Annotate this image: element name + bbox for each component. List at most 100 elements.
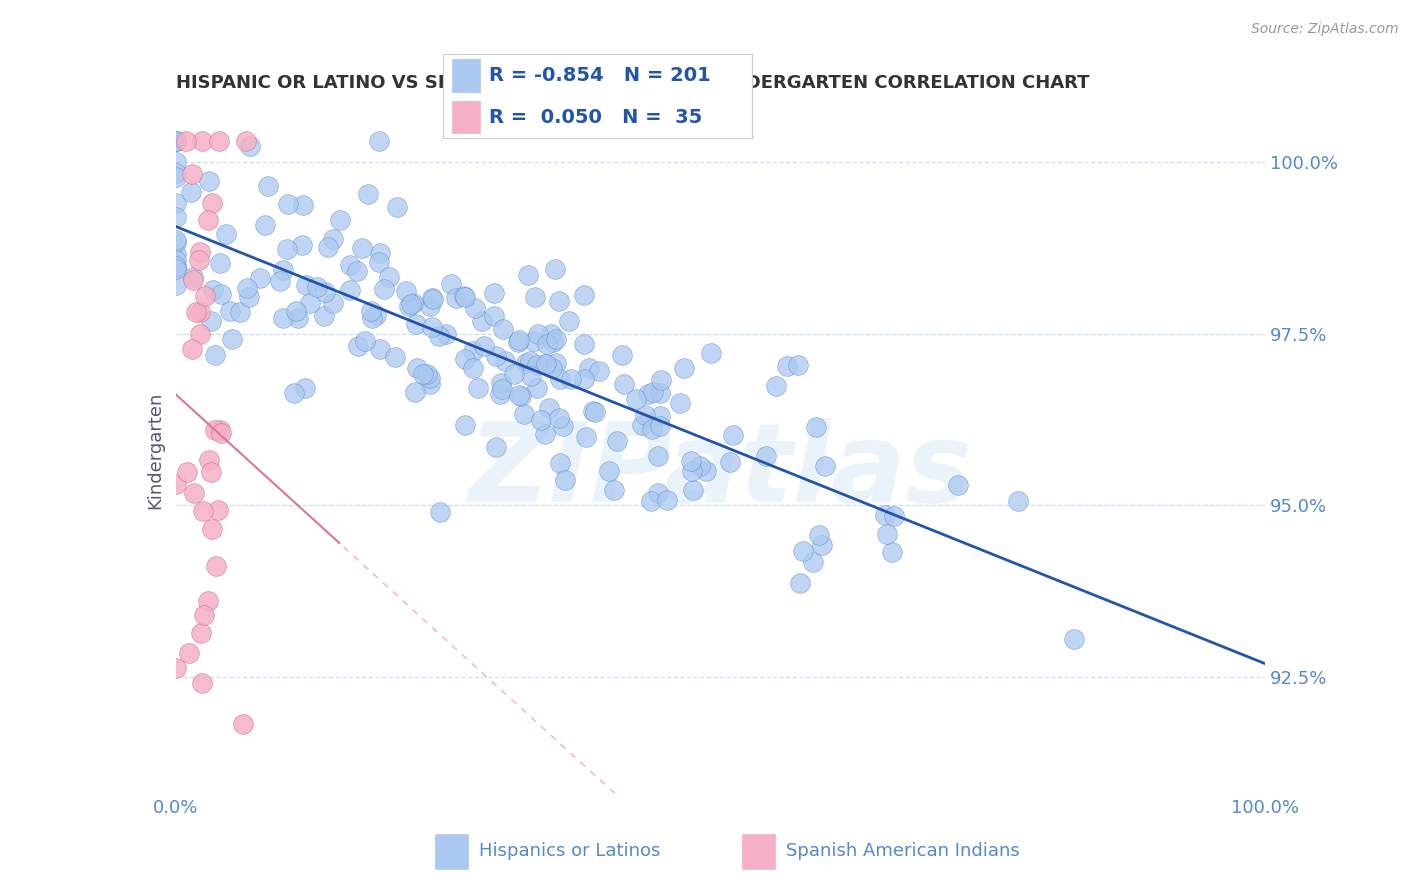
Point bbox=[546, 332, 568, 346]
Point bbox=[467, 381, 489, 395]
Point bbox=[640, 493, 662, 508]
Point bbox=[190, 135, 212, 149]
Point bbox=[312, 310, 335, 324]
Bar bbox=[453, 101, 479, 133]
Point bbox=[508, 387, 530, 401]
Point bbox=[669, 396, 692, 410]
Text: Spanish American Indians: Spanish American Indians bbox=[786, 842, 1019, 861]
Point bbox=[648, 385, 671, 400]
Point bbox=[229, 305, 252, 319]
Point bbox=[548, 372, 571, 386]
Point bbox=[538, 401, 561, 415]
Point bbox=[201, 283, 224, 297]
Point bbox=[461, 343, 484, 358]
Point bbox=[271, 311, 294, 326]
Point bbox=[165, 135, 187, 149]
Point bbox=[578, 360, 600, 375]
Point bbox=[378, 270, 401, 285]
Point bbox=[453, 289, 475, 303]
Point bbox=[801, 555, 824, 569]
Point bbox=[299, 295, 322, 310]
Point bbox=[235, 135, 257, 149]
Point bbox=[209, 426, 232, 441]
Point bbox=[547, 411, 569, 425]
Point bbox=[541, 334, 564, 349]
Point bbox=[650, 373, 672, 387]
Point bbox=[165, 259, 187, 273]
Point bbox=[346, 264, 368, 278]
Point bbox=[444, 291, 467, 305]
Point bbox=[197, 453, 219, 467]
Point bbox=[370, 342, 392, 356]
Point bbox=[373, 282, 395, 296]
Point bbox=[271, 263, 294, 277]
Point bbox=[316, 240, 339, 254]
Point bbox=[1007, 494, 1029, 508]
Point bbox=[637, 387, 659, 401]
Point bbox=[193, 504, 215, 518]
Point bbox=[188, 327, 211, 342]
Point bbox=[472, 338, 495, 352]
Point bbox=[165, 135, 187, 149]
Point bbox=[440, 277, 463, 291]
Point bbox=[883, 508, 905, 523]
Point bbox=[412, 368, 434, 382]
Point bbox=[606, 434, 628, 449]
Point bbox=[405, 318, 427, 332]
Point bbox=[648, 419, 671, 434]
Point bbox=[689, 459, 711, 474]
Point bbox=[641, 422, 664, 436]
Point bbox=[404, 385, 426, 400]
Point bbox=[232, 716, 254, 731]
Point bbox=[352, 241, 374, 255]
Point bbox=[200, 314, 222, 328]
Point bbox=[165, 233, 187, 247]
Point bbox=[613, 377, 636, 392]
Point bbox=[510, 389, 533, 403]
Point bbox=[188, 304, 211, 318]
Point bbox=[572, 336, 595, 351]
Point bbox=[482, 286, 505, 301]
Point bbox=[165, 211, 187, 225]
Bar bbox=[436, 834, 468, 869]
Point bbox=[395, 285, 418, 299]
Point bbox=[384, 350, 406, 364]
Point bbox=[305, 279, 328, 293]
Point bbox=[610, 348, 633, 362]
Point bbox=[647, 449, 669, 463]
Point bbox=[630, 418, 652, 433]
Point bbox=[420, 291, 443, 305]
Point bbox=[491, 382, 513, 396]
Point bbox=[165, 235, 187, 249]
Point bbox=[292, 198, 315, 212]
Point bbox=[180, 342, 202, 356]
Point bbox=[180, 167, 202, 181]
Point bbox=[634, 409, 657, 423]
Point bbox=[603, 483, 626, 497]
Point bbox=[526, 358, 548, 372]
Point bbox=[536, 337, 558, 351]
Point bbox=[464, 301, 486, 315]
Bar bbox=[742, 834, 776, 869]
Point bbox=[560, 371, 582, 385]
Point bbox=[209, 423, 232, 437]
Point bbox=[643, 384, 665, 399]
Point bbox=[534, 357, 557, 371]
Point bbox=[221, 332, 243, 346]
Point bbox=[489, 376, 512, 390]
Point bbox=[792, 543, 814, 558]
Point bbox=[647, 485, 669, 500]
Point bbox=[419, 376, 441, 391]
Point bbox=[513, 407, 536, 421]
Point bbox=[572, 288, 595, 302]
Point bbox=[402, 296, 425, 310]
Point bbox=[165, 135, 187, 149]
Bar bbox=[453, 60, 479, 92]
Point bbox=[491, 322, 513, 336]
Point bbox=[219, 303, 242, 318]
Point bbox=[520, 368, 543, 383]
Point bbox=[174, 135, 197, 149]
Point bbox=[786, 358, 808, 372]
Point bbox=[198, 174, 221, 188]
Point bbox=[204, 348, 226, 362]
